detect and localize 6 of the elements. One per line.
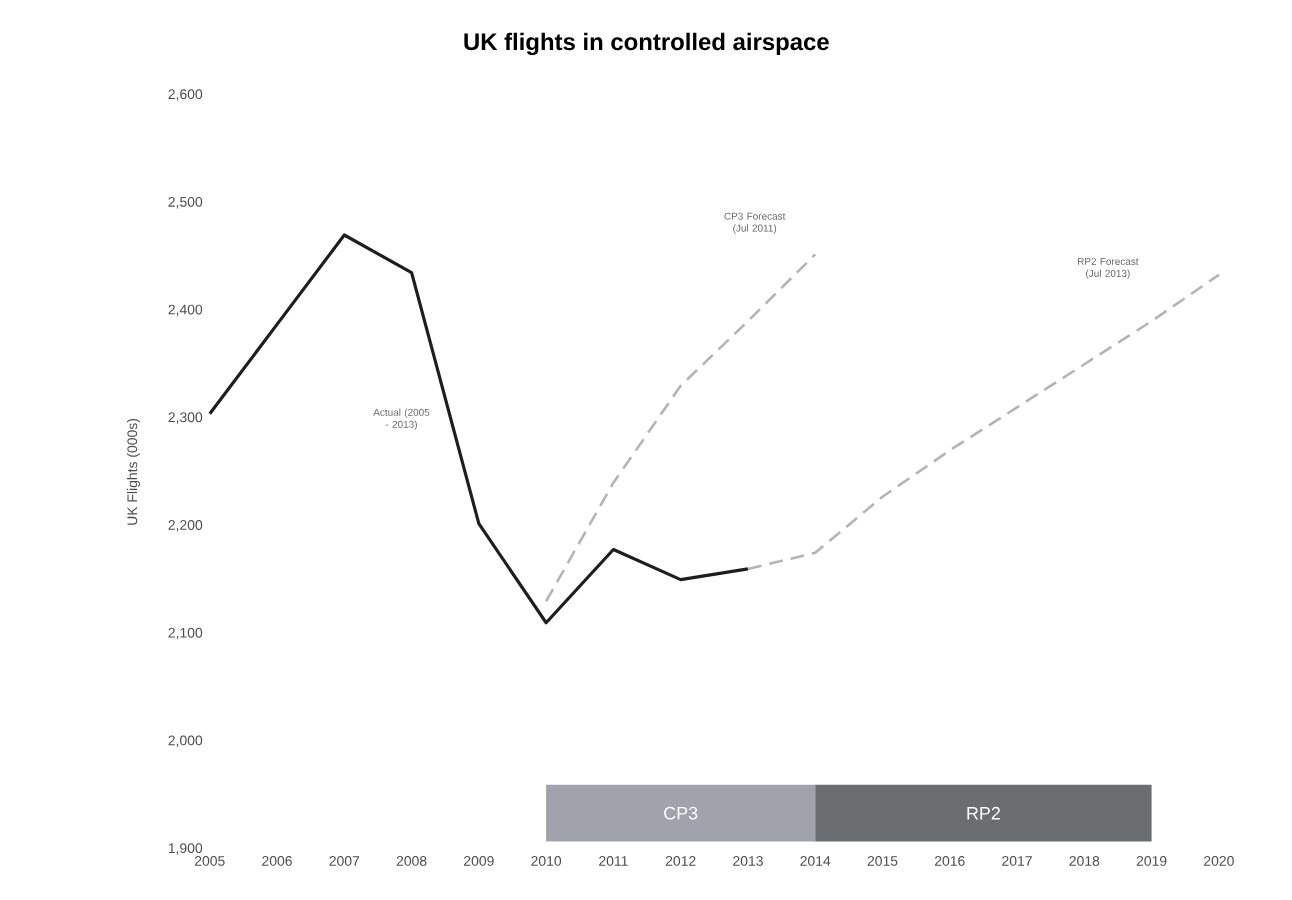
- line-series: [208, 233, 750, 625]
- band-label: RP2: [967, 806, 1000, 820]
- line-series: [544, 253, 817, 603]
- band-label: CP3: [664, 806, 698, 820]
- line-series: [746, 273, 1221, 571]
- chart-title: UK flights in controlled airspace: [464, 32, 829, 56]
